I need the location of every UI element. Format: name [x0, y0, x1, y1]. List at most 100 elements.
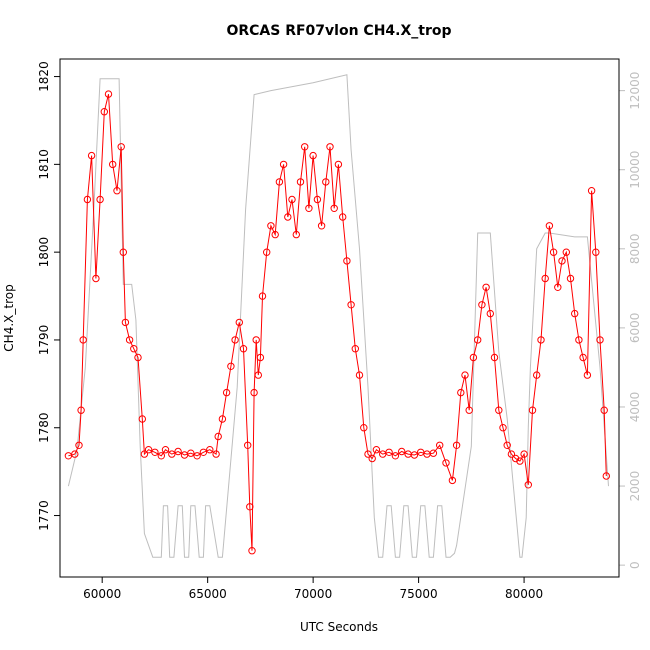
ch4-point	[121, 318, 130, 327]
ch4-point	[109, 160, 117, 169]
ch4-point	[284, 213, 292, 221]
ch4-point	[258, 292, 267, 300]
ch4-point	[385, 448, 393, 456]
ch4-point	[482, 283, 490, 291]
y2-tick-label: 12000	[628, 72, 642, 110]
ch4-point	[187, 449, 195, 457]
ch4-point	[75, 441, 83, 449]
ch4-point	[235, 318, 244, 327]
ch4-point	[558, 257, 566, 265]
ch4-point	[117, 143, 125, 151]
ch4-point	[326, 143, 334, 151]
y2-tick-label: 4000	[628, 392, 642, 423]
ch4-point	[96, 195, 104, 204]
ch4-point	[193, 452, 201, 460]
ch4-series	[64, 90, 610, 555]
ch4-point	[214, 432, 222, 441]
ch4-point	[309, 151, 317, 160]
ch4-point	[339, 213, 347, 221]
ch4-point	[583, 371, 592, 379]
ch4-point	[199, 448, 208, 456]
ch4-point	[134, 353, 142, 362]
ch4-point	[113, 187, 121, 195]
ch4-point	[313, 195, 322, 204]
ch4-point	[296, 178, 305, 186]
y-tick-label: 1800	[37, 237, 51, 268]
ch4-point	[151, 448, 159, 456]
ch4-point	[465, 406, 473, 414]
ch4-point	[507, 450, 516, 458]
ch4-point	[410, 451, 419, 459]
ch4-point	[452, 441, 461, 449]
y2-tick-label: 0	[628, 561, 642, 569]
ch4-point	[256, 353, 265, 362]
ch4-point	[503, 441, 511, 449]
ch4-point	[330, 204, 338, 213]
ch4-point	[499, 424, 507, 432]
y2-tick-label: 2000	[628, 471, 642, 502]
ch4-point	[347, 301, 355, 309]
ch4-point	[524, 481, 532, 489]
ch4-point	[537, 336, 545, 344]
ch4-point	[520, 450, 528, 458]
y-axis-label: CH4.X_trop	[2, 284, 16, 351]
ch4-point	[360, 424, 368, 432]
ch4-point	[596, 336, 604, 344]
ch4-point	[275, 178, 284, 186]
ch4-point	[486, 309, 494, 318]
ch4-point	[478, 301, 486, 309]
ch4-point	[541, 274, 549, 283]
ch4-point	[549, 248, 558, 256]
ch4-point	[239, 345, 248, 353]
ch4-point	[231, 336, 239, 344]
ch4-point	[474, 336, 482, 344]
ch4-point	[429, 449, 438, 457]
plot-frame	[59, 58, 620, 578]
ch4-point	[355, 371, 364, 379]
y2-tick-label: 8000	[628, 234, 642, 265]
y-tick-label: 1780	[37, 412, 51, 443]
ch4-point	[87, 151, 96, 160]
ch4-point	[77, 406, 85, 414]
ch4-point	[92, 274, 100, 283]
ch4-point	[368, 454, 376, 463]
ch4-point	[533, 371, 541, 379]
ch4-point	[271, 230, 279, 239]
ch4-point	[250, 388, 258, 397]
ch4-point	[218, 415, 227, 423]
ch4-point	[119, 248, 128, 256]
ch4-point	[125, 336, 134, 344]
ch4-point	[516, 457, 524, 465]
ch4-point	[372, 446, 381, 454]
ch4-point	[222, 388, 231, 397]
ch4-point	[254, 371, 262, 379]
ch4-point	[600, 406, 608, 414]
ch4-point	[206, 446, 214, 454]
ch4-point	[144, 446, 153, 454]
ch4-point	[602, 472, 610, 480]
ch4-point	[495, 406, 503, 414]
ch4-point	[301, 143, 309, 151]
altitude-series	[67, 74, 609, 558]
ch4-point	[554, 283, 562, 291]
ch4-point	[292, 230, 300, 239]
ch4-point	[343, 257, 351, 265]
x-tick-label: 80000	[505, 587, 543, 601]
ch4-point	[212, 450, 220, 458]
ch4-point	[562, 248, 570, 256]
ch4-point	[138, 415, 147, 423]
ch4-point	[436, 441, 444, 449]
ch4-point	[157, 452, 166, 460]
ch4-point	[227, 362, 235, 370]
ch4-point	[83, 195, 92, 204]
ch4-point	[174, 447, 182, 456]
x-tick-label: 70000	[294, 587, 332, 601]
x-axis-label: UTC Seconds	[300, 620, 378, 634]
ch4-point	[334, 160, 343, 169]
ch4-line	[68, 93, 607, 551]
ch4-point	[364, 450, 372, 458]
ch4-point	[140, 450, 149, 458]
y-tick-label: 1770	[37, 500, 51, 531]
ch4-point	[351, 345, 359, 353]
